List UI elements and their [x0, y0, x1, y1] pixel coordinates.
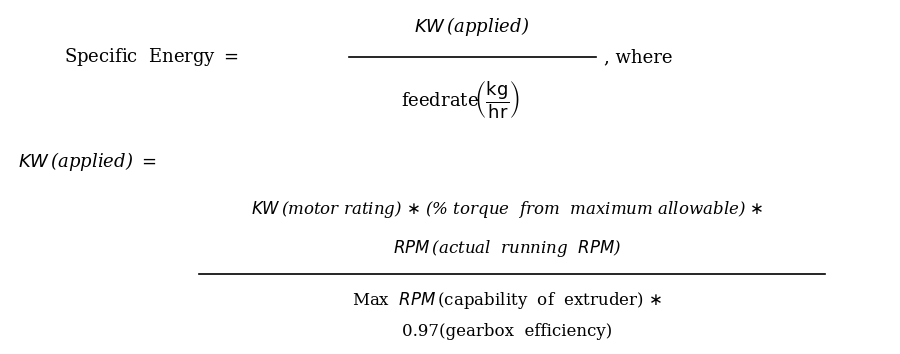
Text: $KW\,$(applied): $KW\,$(applied) — [414, 15, 530, 38]
Text: 0.97(gearbox  efficiency): 0.97(gearbox efficiency) — [402, 323, 613, 340]
Text: Max  $RPM\,$(capability  of  extruder) $\ast$: Max $RPM\,$(capability of extruder) $\as… — [352, 290, 662, 311]
Text: feedrate$\!\left(\dfrac{\mathrm{kg}}{\mathrm{hr}}\right)$: feedrate$\!\left(\dfrac{\mathrm{kg}}{\ma… — [401, 80, 521, 121]
Text: Specific  Energy $=$: Specific Energy $=$ — [64, 46, 238, 68]
Text: , where: , where — [605, 48, 673, 66]
Text: $RPM\,$(actual  running  $RPM$): $RPM\,$(actual running $RPM$) — [393, 238, 622, 259]
Text: $KW\,$(motor rating) $\ast$ (% torque  from  maximum allowable) $\ast$: $KW\,$(motor rating) $\ast$ (% torque fr… — [251, 199, 764, 221]
Text: $KW\,$(applied) $=$: $KW\,$(applied) $=$ — [18, 150, 157, 173]
